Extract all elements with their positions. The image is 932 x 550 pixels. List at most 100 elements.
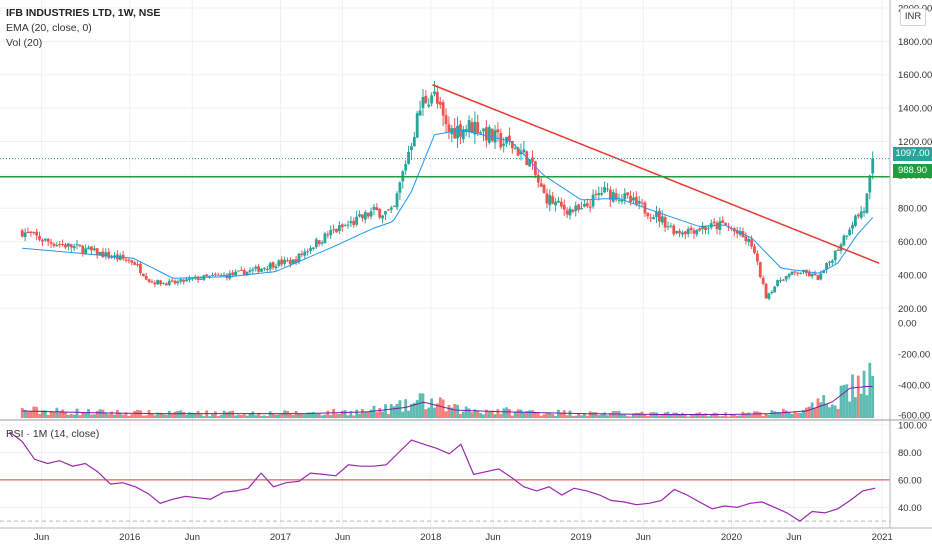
volume-bar — [384, 404, 387, 418]
x-tick-label: 2020 — [721, 532, 742, 543]
volume-bar — [773, 411, 777, 418]
volume-bar — [698, 412, 702, 418]
candle-body — [562, 204, 566, 210]
volume-bar — [672, 412, 676, 418]
candle-body — [623, 193, 627, 200]
price-tick-label: 1800.00 — [898, 37, 932, 48]
candle-body — [346, 224, 350, 226]
candle-body — [340, 224, 344, 228]
volume-bar — [813, 408, 817, 418]
volume-bar — [150, 413, 154, 418]
candle-body — [121, 254, 125, 259]
volume-bar — [84, 412, 88, 418]
volume-bar — [854, 397, 857, 418]
candle-body — [695, 229, 699, 235]
candle-body — [790, 271, 794, 275]
volume-bar — [164, 414, 168, 418]
volume-bar — [208, 416, 212, 418]
candle-body — [136, 264, 139, 266]
candle-body — [369, 211, 373, 217]
candle-body — [20, 230, 24, 237]
volume-bar — [398, 400, 402, 418]
price-tick-label: 1200.00 — [898, 137, 932, 148]
candle-body — [133, 262, 137, 265]
candle-body — [721, 220, 725, 224]
candle-body — [167, 280, 171, 285]
ema-legend[interactable]: EMA (20, close, 0) — [6, 22, 92, 34]
candle-body — [46, 238, 50, 242]
volume-bar — [825, 403, 828, 418]
candle-body — [173, 280, 177, 284]
volume-legend[interactable]: Vol (20) — [6, 37, 43, 49]
candle-body — [510, 141, 514, 149]
volume-bar — [614, 411, 618, 418]
currency-button[interactable]: INR — [900, 8, 926, 26]
candle-body — [104, 252, 108, 257]
volume-tick-label: -200.00 — [898, 350, 930, 361]
candle-body — [95, 248, 99, 256]
candle-body — [343, 225, 347, 227]
volume-bar — [629, 416, 632, 418]
candle-body — [162, 282, 165, 284]
volume-bar — [263, 415, 266, 418]
candle-body — [554, 201, 557, 206]
volume-bar — [141, 415, 145, 418]
candle-body — [755, 253, 759, 262]
volume-bar — [502, 408, 506, 418]
candle-body — [542, 184, 546, 194]
volume-bar — [435, 403, 439, 418]
volume-bar — [833, 405, 837, 418]
volume-bar — [369, 409, 373, 418]
volume-bar — [799, 412, 803, 418]
candle-body — [424, 95, 428, 104]
candle-body — [381, 215, 385, 219]
volume-bar — [317, 413, 321, 418]
volume-bar — [482, 414, 485, 418]
rsi-legend[interactable]: RSI · 1M (14, close) — [6, 428, 100, 440]
volume-bar — [205, 410, 209, 418]
candle-body — [453, 127, 457, 139]
volume-bar — [721, 415, 725, 418]
volume-bar — [254, 415, 258, 418]
volume-bar — [95, 410, 99, 418]
volume-bar — [228, 411, 232, 418]
volume-bar — [646, 416, 650, 418]
rsi-tick-label: 40.00 — [898, 503, 922, 514]
candle-body — [865, 193, 869, 213]
candle-body — [260, 268, 263, 272]
volume-bar — [231, 410, 235, 418]
volume-bar — [655, 412, 658, 418]
volume-bar — [404, 399, 408, 418]
volume-bar — [69, 413, 73, 418]
candle-body — [332, 229, 335, 231]
candle-body — [164, 283, 168, 286]
candle-body — [819, 273, 823, 280]
candle-body — [61, 244, 65, 246]
candle-body — [274, 266, 278, 269]
volume-bar — [20, 407, 24, 418]
candle-body — [851, 224, 854, 229]
candle-body — [153, 282, 157, 285]
volume-bar — [389, 404, 393, 418]
volume-bar — [781, 408, 785, 418]
volume-bar — [326, 410, 330, 418]
candle-body — [320, 242, 324, 244]
volume-bar — [851, 374, 854, 418]
trendline[interactable] — [432, 84, 880, 264]
candle-body — [358, 214, 361, 217]
volume-bar — [750, 414, 754, 418]
volume-bar — [320, 415, 324, 418]
candle-body — [294, 259, 298, 263]
candle-body — [26, 231, 30, 233]
volume-bar — [681, 412, 684, 418]
volume-bar — [110, 411, 114, 418]
candle-body — [228, 273, 232, 279]
candle-body — [502, 143, 506, 146]
volume-bar — [179, 410, 183, 418]
candle-body — [375, 207, 379, 211]
volume-bar — [513, 411, 517, 418]
candle-body — [213, 274, 217, 276]
volume-bar — [283, 410, 286, 418]
volume-bar — [395, 403, 399, 418]
